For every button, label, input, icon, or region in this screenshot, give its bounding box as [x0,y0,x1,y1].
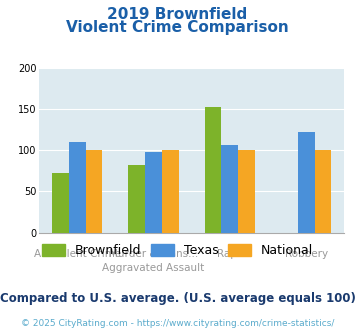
Bar [69,142,86,233]
Text: © 2025 CityRating.com - https://www.cityrating.com/crime-statistics/: © 2025 CityRating.com - https://www.city… [21,319,334,328]
Bar [315,150,331,233]
Text: Murder & Mans...: Murder & Mans... [109,249,198,259]
Text: Aggravated Assault: Aggravated Assault [102,263,205,273]
Bar [222,145,238,233]
Text: All Violent Crime: All Violent Crime [34,249,121,259]
Bar [145,152,162,233]
Bar [86,150,102,233]
Text: Rape: Rape [217,249,243,259]
Bar [52,173,69,233]
Bar [298,132,315,233]
Text: Compared to U.S. average. (U.S. average equals 100): Compared to U.S. average. (U.S. average … [0,292,355,305]
Bar [238,150,255,233]
Bar [205,107,222,233]
Bar [162,150,179,233]
Bar [129,165,145,233]
Text: Violent Crime Comparison: Violent Crime Comparison [66,20,289,35]
Text: 2019 Brownfield: 2019 Brownfield [107,7,248,21]
Legend: Brownfield, Texas, National: Brownfield, Texas, National [38,240,317,261]
Text: Robbery: Robbery [285,249,328,259]
